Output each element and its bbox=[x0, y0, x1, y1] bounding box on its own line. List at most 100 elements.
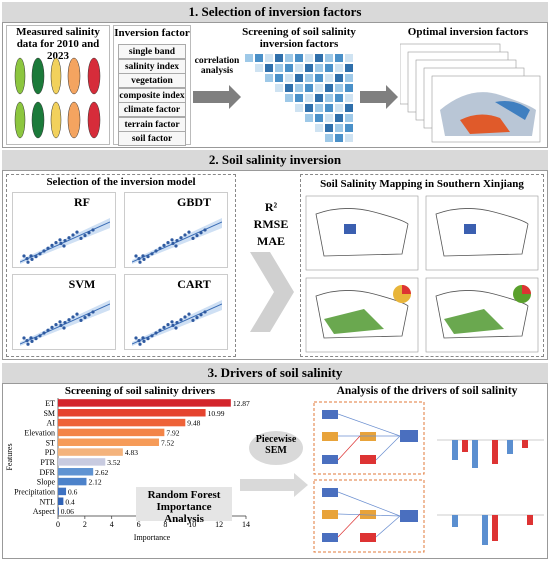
matrix-cell bbox=[285, 64, 293, 72]
y-tick-label: SM bbox=[43, 409, 55, 418]
matrix-cell bbox=[335, 64, 343, 72]
importance-chart: 0 2 4 6 8 10 12 14 Importance Features ET 12.87 SM 10… bbox=[6, 398, 250, 542]
section-title: 2. Soil salinity inversion bbox=[2, 150, 548, 171]
section-title: 1. Selection of inversion factors bbox=[2, 2, 548, 23]
matrix-cell bbox=[345, 64, 353, 72]
matrix-cell bbox=[335, 134, 343, 142]
annotation: Random Forest Importance Analysis bbox=[147, 489, 221, 525]
value-label: 12.87 bbox=[233, 399, 250, 408]
mapping-box bbox=[300, 174, 544, 357]
factor-item: vegetation index bbox=[118, 73, 186, 100]
x-tick-label: 14 bbox=[242, 520, 250, 529]
bar bbox=[58, 468, 94, 476]
y-tick-label: AI bbox=[47, 419, 56, 428]
matrix-cell bbox=[305, 64, 313, 72]
matrix-cell bbox=[345, 134, 353, 142]
matrix-cell bbox=[335, 84, 343, 92]
bar bbox=[58, 448, 123, 456]
matrix-cell bbox=[325, 114, 333, 122]
bar bbox=[58, 458, 106, 466]
bar bbox=[58, 399, 231, 407]
y-tick-label: Elevation bbox=[24, 428, 55, 437]
scatter-thumb bbox=[20, 218, 110, 264]
y-tick-label: NTL bbox=[39, 497, 55, 506]
y-tick-label: ST bbox=[46, 438, 55, 447]
measured-title: Measured salinity data for 2010 and 2023 bbox=[16, 26, 100, 62]
y-tick-label: Slope bbox=[37, 478, 56, 487]
matrix-cell bbox=[275, 54, 283, 62]
matrix-cell bbox=[315, 114, 323, 122]
matrix-cell bbox=[255, 64, 263, 72]
matrix-cell bbox=[315, 94, 323, 102]
matrix-cell bbox=[315, 84, 323, 92]
y-axis-label: Features bbox=[6, 443, 14, 470]
matrix-cell bbox=[265, 74, 273, 82]
bar bbox=[58, 477, 87, 486]
matrix-cell bbox=[295, 64, 303, 72]
factor-stack bbox=[400, 43, 541, 143]
matrix-cell bbox=[325, 124, 333, 132]
matrix-cell bbox=[305, 84, 313, 92]
matrix-cell bbox=[325, 64, 333, 72]
x-axis-label: Importance bbox=[134, 533, 171, 542]
optimal-title: Optimal inversion factors bbox=[407, 26, 529, 38]
matrix-cell bbox=[285, 94, 293, 102]
matrix-cell bbox=[245, 54, 253, 62]
factor-title: Inversion factor bbox=[114, 27, 190, 39]
matrix-cell bbox=[255, 54, 263, 62]
bar bbox=[58, 507, 59, 515]
matrix-cell bbox=[305, 54, 313, 62]
correlation-matrix bbox=[245, 54, 353, 142]
model-panel bbox=[124, 274, 228, 350]
sem-ellipse bbox=[249, 431, 303, 465]
section-title: 3. Drivers of soil salinity bbox=[2, 363, 548, 384]
matrix-cell bbox=[285, 84, 293, 92]
chart-title: Screening of soil salinity drivers bbox=[64, 385, 216, 397]
factor-item: terrain factor bbox=[118, 116, 186, 132]
y-tick-label: ET bbox=[45, 399, 55, 408]
matrix-cell bbox=[315, 124, 323, 132]
x-tick-label: 6 bbox=[137, 520, 141, 529]
chevron bbox=[250, 252, 294, 332]
value-label: 7.52 bbox=[161, 438, 174, 447]
model-panel bbox=[124, 192, 228, 268]
matrix-cell bbox=[315, 64, 323, 72]
scatter-thumb bbox=[20, 300, 110, 346]
matrix-cell bbox=[275, 64, 283, 72]
matrix-cell bbox=[305, 104, 313, 112]
model-name: CART bbox=[177, 277, 211, 291]
metric: MAE bbox=[257, 234, 285, 248]
y-tick-label: DFR bbox=[39, 468, 55, 477]
matrix-cell bbox=[325, 84, 333, 92]
matrix-cell bbox=[335, 94, 343, 102]
metric: R² bbox=[264, 200, 278, 214]
scatter-thumb bbox=[132, 300, 222, 346]
model-name: RF bbox=[74, 195, 90, 209]
value-label: 3.52 bbox=[107, 458, 120, 467]
value-label: 0.06 bbox=[61, 507, 74, 516]
violin-plots bbox=[14, 57, 101, 139]
bar bbox=[58, 438, 159, 446]
bar bbox=[58, 428, 165, 437]
value-label: 9.48 bbox=[187, 419, 200, 428]
bar bbox=[58, 409, 206, 417]
matrix-cell bbox=[345, 84, 353, 92]
matrix-cell bbox=[345, 104, 353, 112]
y-tick-label: Aspect bbox=[33, 507, 56, 516]
value-label: 4.83 bbox=[125, 448, 138, 457]
model-name: GBDT bbox=[176, 195, 211, 209]
arrow bbox=[240, 473, 308, 497]
matrix-cell bbox=[315, 54, 323, 62]
matrix-cell bbox=[335, 54, 343, 62]
matrix-cell bbox=[265, 54, 273, 62]
factor-item: composite index bbox=[118, 87, 186, 103]
metric: RMSE bbox=[253, 217, 289, 231]
factor-item: climate factor bbox=[118, 102, 186, 117]
model-panel bbox=[12, 192, 116, 268]
matrix-cell bbox=[305, 114, 313, 122]
matrix-cell bbox=[325, 94, 333, 102]
matrix-cell bbox=[305, 94, 313, 102]
x-tick-label: 8 bbox=[163, 520, 167, 529]
matrix-cell bbox=[345, 54, 353, 62]
